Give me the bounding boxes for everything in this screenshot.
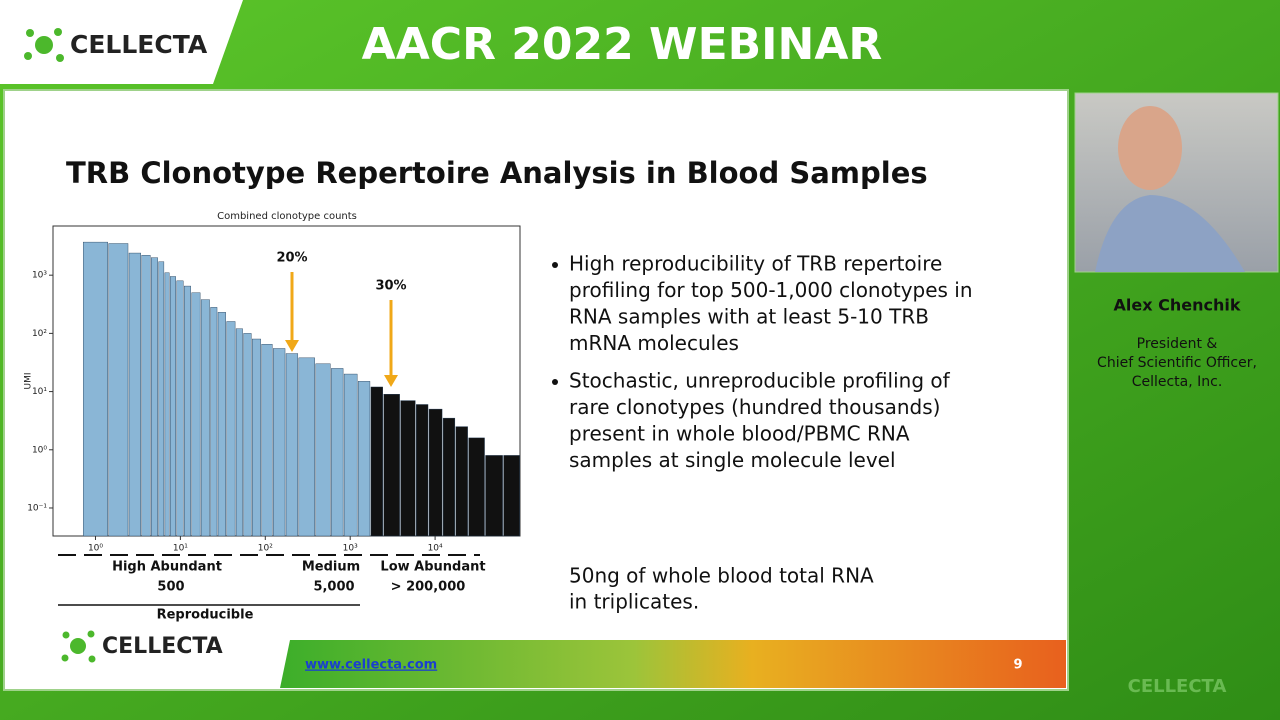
bullet-line: profiling for top 500-1,000 clonotypes i… [569,278,973,302]
bar [343,373,358,537]
annotation: 20% [276,251,307,266]
logo-icon [24,28,64,62]
bar [128,252,141,537]
speaker-role: Chief Scientific Officer, [1097,355,1257,371]
bar [298,357,315,537]
chart-title: Combined clonotype counts [217,211,357,222]
bar [82,241,108,537]
page-number: 9 [1013,658,1022,673]
reproducible-label: Reproducible [157,608,254,623]
bar [331,368,344,537]
bar [428,408,443,537]
header-title: AACR 2022 WEBINAR [362,19,883,70]
bar [158,261,165,537]
footer-band [280,640,1066,688]
annotation-arrowhead [384,375,398,387]
bar [261,344,273,537]
bar [226,321,236,537]
note-line: 50ng of whole blood total RNA [569,564,874,588]
speaker-role: Cellecta, Inc. [1132,374,1223,390]
note-line: in triplicates. [569,590,699,614]
y-tick-label: 10³ [32,271,47,281]
bullet-dot [552,262,558,268]
y-tick-label: 10⁻¹ [27,503,47,513]
watermark: CELLECTA [1128,676,1227,697]
bar [184,285,191,537]
bar [200,299,210,537]
y-tick-label: 10² [32,329,47,339]
bar [141,255,151,537]
x-tick-label: 10² [258,544,273,554]
bar [315,363,331,537]
logo-panel [0,0,243,84]
bar [210,307,218,537]
bullet-line: samples at single molecule level [569,448,896,472]
group-count: 500 [157,580,184,595]
group-count: 5,000 [313,580,354,595]
bar [217,312,226,537]
slide-title: TRB Clonotype Repertoire Analysis in Blo… [66,156,928,190]
footer-logo: CELLECTA [102,634,223,659]
bar [357,381,371,537]
bar [252,338,261,537]
group-name: High Abundant [112,560,222,575]
bullet-line: present in whole blood/PBMC RNA [569,422,910,446]
bar [243,333,252,537]
bullet-line: Stochastic, unreproducible profiling of [569,369,951,393]
y-tick-label: 10⁰ [32,445,47,455]
bar [400,400,416,537]
annotation-arrowhead [285,340,299,352]
y-axis-label: UMI [24,372,34,389]
bar [108,243,129,537]
x-tick-label: 10⁰ [88,544,103,554]
group-name: Low Abundant [380,560,485,575]
bullet-line: High reproducibility of TRB repertoire [569,252,942,276]
group-name: Medium [302,560,360,575]
bullet-line: RNA samples with at least 5-10 TRB [569,305,929,329]
bar [169,276,176,537]
header-logo: CELLECTA [70,30,208,59]
bar [235,328,243,537]
bar [370,386,383,537]
annotation: 30% [375,279,406,294]
bar [383,394,400,537]
y-tick-label: 10¹ [32,387,47,397]
x-tick-label: 10¹ [173,544,188,554]
bullet-line: rare clonotypes (hundred thousands) [569,395,940,419]
bar [151,257,158,537]
bar [191,292,201,537]
bar [442,417,456,537]
x-tick-label: 10³ [343,544,358,554]
speaker-figure [1095,106,1245,272]
bar [164,272,170,537]
bar [468,437,485,537]
bar [416,404,429,537]
bar [273,348,286,537]
bar [455,426,468,537]
speaker-role: President & [1137,336,1218,352]
speaker-name: Alex Chenchik [1114,296,1241,315]
x-tick-label: 10⁴ [428,544,443,554]
group-count: > 200,000 [391,580,466,595]
bullet-line: mRNA molecules [569,331,739,355]
bar [485,455,503,537]
bar [285,353,299,537]
footer-url[interactable]: www.cellecta.com [305,658,437,673]
bar [176,280,184,537]
bar [503,455,520,537]
footer-logo-icon [61,630,96,663]
bullet-dot [552,379,558,385]
